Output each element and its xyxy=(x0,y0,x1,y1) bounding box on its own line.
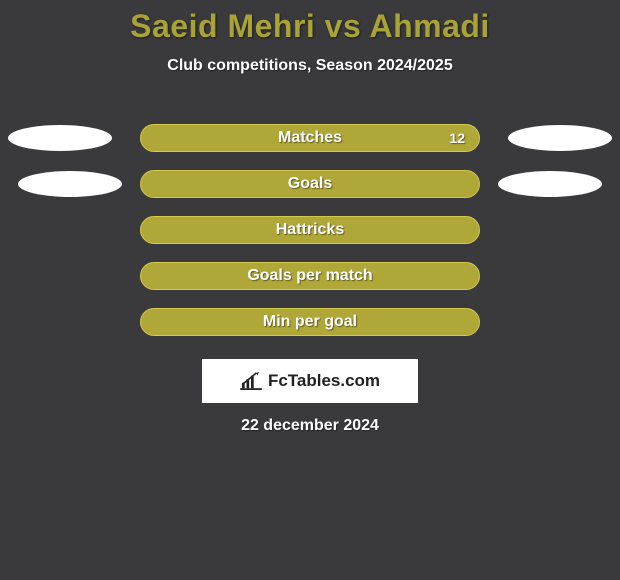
stat-label: Goals xyxy=(288,175,332,193)
stat-label: Hattricks xyxy=(276,221,344,239)
stat-label: Matches xyxy=(278,129,342,147)
stat-label: Min per goal xyxy=(263,313,357,331)
stat-row-goals-per-match: Goals per match xyxy=(0,253,620,299)
stat-bar: Goals xyxy=(140,170,480,198)
stat-row-hattricks: Hattricks xyxy=(0,207,620,253)
page-title: Saeid Mehri vs Ahmadi xyxy=(0,8,620,45)
comparison-card: Saeid Mehri vs Ahmadi Club competitions,… xyxy=(0,0,620,435)
stat-bar: Goals per match xyxy=(140,262,480,290)
stat-value: 12 xyxy=(449,130,465,146)
right-marker xyxy=(508,125,612,151)
stat-label: Goals per match xyxy=(247,267,372,285)
page-subtitle: Club competitions, Season 2024/2025 xyxy=(0,57,620,75)
left-marker xyxy=(8,125,112,151)
brand-text: FcTables.com xyxy=(268,371,380,391)
stat-row-goals: Goals xyxy=(0,161,620,207)
chart-icon xyxy=(240,372,262,390)
left-marker xyxy=(18,171,122,197)
stat-row-matches: Matches 12 xyxy=(0,115,620,161)
brand-badge: FcTables.com xyxy=(202,359,418,403)
stat-bar: Matches 12 xyxy=(140,124,480,152)
stat-bar: Hattricks xyxy=(140,216,480,244)
right-marker xyxy=(498,171,602,197)
stat-row-min-per-goal: Min per goal xyxy=(0,299,620,345)
date-label: 22 december 2024 xyxy=(0,417,620,435)
stat-bar: Min per goal xyxy=(140,308,480,336)
